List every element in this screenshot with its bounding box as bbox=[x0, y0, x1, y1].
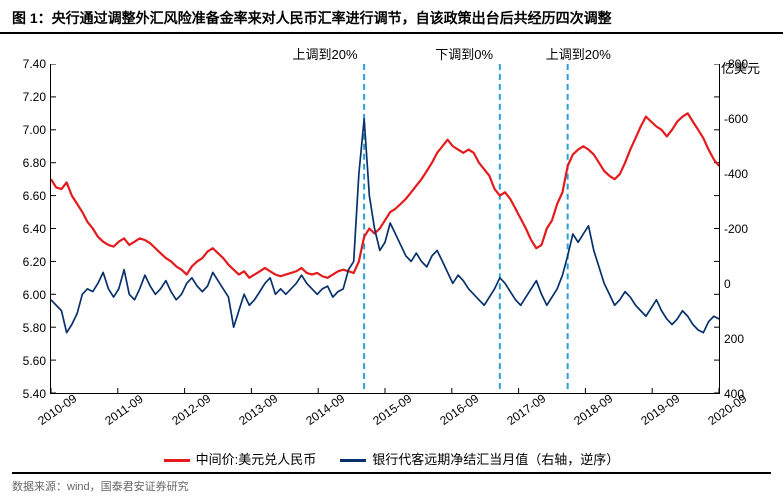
x-axis: 2010-092011-092012-092013-092014-092015-… bbox=[50, 394, 720, 434]
legend-label: 银行代客远期净结汇当月值（右轴，逆序） bbox=[372, 452, 619, 467]
annotation-label: 上调到20% bbox=[546, 44, 611, 63]
y-tick-left: 6.60 bbox=[23, 190, 46, 202]
legend-item: 银行代客远期净结汇当月值（右轴，逆序） bbox=[340, 449, 619, 468]
plot-region bbox=[50, 64, 720, 394]
y-tick-left: 5.80 bbox=[23, 322, 46, 334]
x-tick: 2015-09 bbox=[370, 391, 414, 428]
plot-svg bbox=[51, 64, 719, 393]
x-tick: 2016-09 bbox=[437, 391, 481, 428]
right-axis-label: 亿美元 bbox=[721, 58, 760, 77]
y-tick-left: 7.20 bbox=[23, 91, 46, 103]
y-tick-left: 6.80 bbox=[23, 157, 46, 169]
y-tick-left: 5.40 bbox=[23, 388, 46, 400]
y-tick-left: 6.40 bbox=[23, 223, 46, 235]
x-tick: 2017-09 bbox=[504, 391, 548, 428]
y-tick-left: 6.20 bbox=[23, 256, 46, 268]
chart-area: 5.40 5.60 5.80 6.00 6.20 6.40 6.60 6.80 7.00 7.20… bbox=[10, 44, 770, 434]
y-tick-left: 7.40 bbox=[23, 58, 46, 70]
x-tick: 2013-09 bbox=[236, 391, 280, 428]
legend-item: 中间价:美元兑人民币 bbox=[164, 449, 317, 468]
y-tick-right: 0 bbox=[724, 278, 731, 290]
legend-label: 中间价:美元兑人民币 bbox=[196, 452, 317, 467]
chart-title: 图 1：央行通过调整外汇风险准备金率来对人民币汇率进行调节，自该政策出台后共经历… bbox=[0, 0, 783, 34]
legend-swatch bbox=[164, 459, 190, 462]
x-tick: 2011-09 bbox=[102, 392, 145, 428]
x-tick: 2019-09 bbox=[638, 391, 682, 428]
y-tick-left: 5.60 bbox=[23, 355, 46, 367]
x-tick: 2018-09 bbox=[571, 391, 615, 428]
x-tick: 2014-09 bbox=[303, 391, 347, 428]
y-axis-right: -800-600-400-2000200400 bbox=[720, 64, 770, 394]
annotation-label: 上调到20% bbox=[293, 44, 358, 63]
annotation-label: 下调到0% bbox=[435, 44, 493, 63]
y-tick-right: -200 bbox=[724, 223, 748, 235]
y-tick-right: -600 bbox=[724, 113, 748, 125]
y-tick-left: 7.00 bbox=[23, 124, 46, 136]
y-tick-right: -400 bbox=[724, 168, 748, 180]
legend-swatch bbox=[340, 459, 366, 462]
y-tick-left: 6.00 bbox=[23, 289, 46, 301]
data-source: 数据来源：wind，国泰君安证券研究 bbox=[12, 472, 771, 494]
legend: 中间价:美元兑人民币 银行代客远期净结汇当月值（右轴，逆序） bbox=[0, 449, 783, 468]
x-tick: 2012-09 bbox=[169, 391, 213, 428]
y-axis-left: 5.405.605.806.006.206.406.606.807.007.20… bbox=[10, 64, 50, 394]
y-tick-right: 200 bbox=[724, 333, 744, 345]
